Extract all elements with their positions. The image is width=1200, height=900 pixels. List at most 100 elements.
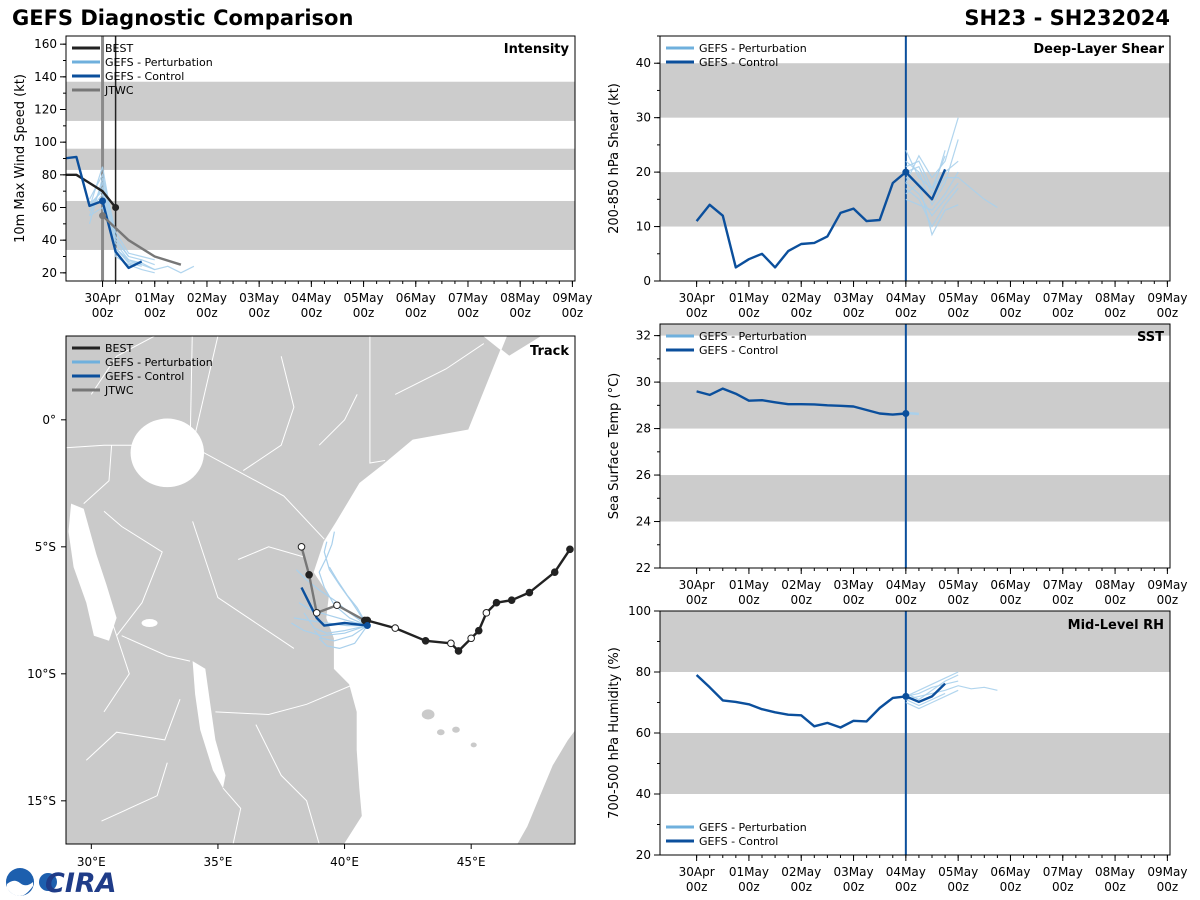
track-x-tick-label: 45°E [457, 855, 486, 869]
rh-x-tick-label: 00z [738, 880, 760, 894]
shear-x-tick-label: 04May [886, 291, 926, 305]
rh-y-tick-label: 80 [636, 665, 651, 679]
shear-x-tick-label: 01May [729, 291, 769, 305]
shear-legend-label: GEFS - Control [699, 56, 778, 69]
track-jtwc-position [297, 543, 306, 551]
shear-panel-title: Deep-Layer Shear [1033, 42, 1164, 57]
shear-y-tick-label: 30 [636, 111, 651, 125]
rh-x-tick-label: 00z [1104, 880, 1126, 894]
track-best-position [507, 596, 516, 604]
rh-perturbation-member [905, 674, 959, 701]
track-perturbation-member [291, 622, 368, 637]
track-perturbation-member [313, 625, 368, 642]
track-best-position [454, 647, 463, 655]
intensity-y-tick-label: 40 [42, 233, 57, 247]
rh-perturbation-member [905, 680, 959, 697]
sst-x-tick-label: 00z [895, 593, 917, 607]
track-best-position [566, 545, 574, 554]
political-border [101, 762, 168, 822]
sst-frame [659, 323, 1171, 569]
intensity-x-tick-label: 09May [552, 291, 592, 305]
intensity-x-tick-label: 00z [562, 306, 584, 320]
political-border [238, 546, 305, 560]
lake-rukwa [141, 619, 158, 628]
rh-legend-label: GEFS - Perturbation [699, 821, 807, 834]
rh-x-tick-label: 30Apr [679, 865, 715, 879]
shear-x-tick-label: 00z [738, 306, 760, 320]
intensity-threshold-band [66, 148, 575, 170]
track-panel: 30°E 35°E 40°E 45°E 0° 5°S 10°S 15°S Track [27, 335, 576, 869]
sst-y-tick-label: 28 [636, 422, 651, 436]
rh-perturbation-member [905, 692, 946, 707]
political-border [318, 394, 358, 446]
rh-x-tick-label: 06May [990, 865, 1030, 879]
shear-perturbation-member [905, 177, 998, 209]
rh-y-tick-label: 40 [636, 787, 651, 801]
track-jtwc-position [305, 570, 313, 579]
rh-x-tick-label: 00z [895, 880, 917, 894]
intensity-threshold-band [66, 81, 575, 121]
track-perturbation-member [303, 612, 368, 634]
rh-x-tick-label: 04May [886, 865, 926, 879]
rh-analysis-marker [902, 692, 910, 700]
sst-y-tick-label: 30 [636, 375, 651, 389]
intensity-y-tick-label: 60 [42, 201, 57, 215]
sst-plot-area [696, 324, 919, 568]
intensity-y-tick-label: 20 [42, 266, 57, 280]
track-best-position [482, 609, 491, 617]
political-border [243, 356, 295, 472]
sst-threshold-band [660, 324, 1170, 336]
intensity-legend-label: JTWC [104, 84, 134, 97]
main-title: GEFS Diagnostic Comparison [12, 6, 354, 30]
intensity-plot-area [66, 36, 195, 281]
sst-y-tick-label: 24 [636, 515, 651, 529]
track-best-position [391, 624, 400, 632]
sst-threshold-band [660, 475, 1170, 522]
shear-legend-label: GEFS - Perturbation [699, 42, 807, 55]
intensity-x-tick-label: 00z [457, 306, 479, 320]
sst-x-tick-label: 01May [729, 578, 769, 592]
shear-x-tick-label: 00z [686, 306, 708, 320]
intensity-x-tick-label: 00z [248, 306, 270, 320]
shear-x-tick-label: 00z [1104, 306, 1126, 320]
intensity-x-tick-label: 03May [239, 291, 279, 305]
intensity-panel-title: Intensity [504, 42, 570, 57]
intensity-perturbation-member [115, 247, 155, 271]
track-best-position [447, 639, 455, 648]
intensity-y-tick-label: 100 [34, 135, 57, 149]
rh-perturbation-member [905, 671, 959, 697]
sst-x-tick-label: 00z [738, 593, 760, 607]
track-y-tick-label: 10°S [27, 667, 56, 681]
sst-x-tick-label: 00z [790, 593, 812, 607]
track-best-position [467, 634, 475, 643]
intensity-x-tick-label: 00z [301, 306, 323, 320]
rh-x-tick-label: 08May [1095, 865, 1135, 879]
rh-x-tick-label: 00z [686, 880, 708, 894]
track-legend-label: BEST [105, 342, 133, 355]
track-perturbation-member [318, 531, 368, 627]
rh-x-tick-label: 00z [1052, 880, 1074, 894]
rh-x-tick-label: 00z [1000, 880, 1022, 894]
sst-x-tick-label: 05May [938, 578, 978, 592]
sst-x-tick-label: 00z [1052, 593, 1074, 607]
comoros-island [470, 742, 477, 748]
intensity-x-tick-label: 08May [500, 291, 540, 305]
rh-x-tick-label: 00z [947, 880, 969, 894]
sst-x-tick-label: 00z [1000, 593, 1022, 607]
cira-logo-text: CIRA [45, 868, 116, 898]
shear-x-tick-label: 03May [833, 291, 873, 305]
track-perturbation-member [318, 625, 368, 650]
shear-x-tick-label: 02May [781, 291, 821, 305]
political-border [192, 521, 295, 649]
storm-id: SH23 - SH232024 [964, 6, 1170, 30]
sst-x-tick-label: 00z [843, 593, 865, 607]
political-border [369, 336, 386, 464]
shear-threshold-band [660, 63, 1170, 118]
rh-y-tick-label: 20 [636, 848, 651, 862]
intensity-legend-label: GEFS - Perturbation [105, 56, 213, 69]
intensity-y-tick-label: 160 [34, 37, 57, 51]
sst-panel-title: SST [1137, 330, 1164, 345]
